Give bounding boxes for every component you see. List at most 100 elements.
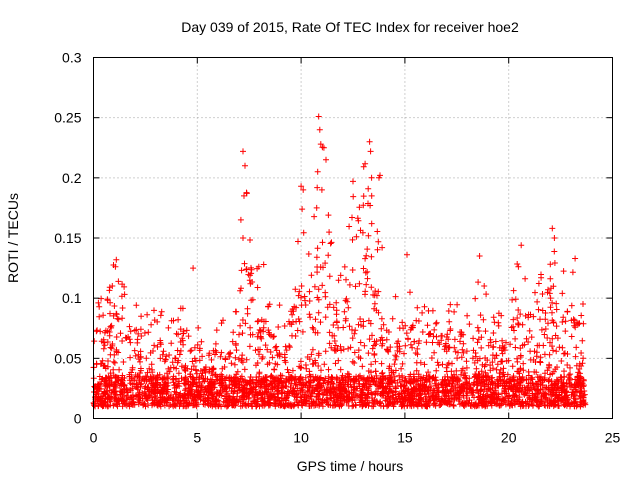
data-point <box>116 366 123 373</box>
data-point <box>309 324 316 331</box>
data-point <box>537 354 544 361</box>
data-point <box>452 390 459 397</box>
data-point <box>129 364 136 371</box>
data-point <box>577 382 584 389</box>
data-point <box>349 326 355 333</box>
data-point <box>349 267 356 273</box>
data-points <box>90 113 589 410</box>
data-point <box>247 280 254 287</box>
data-point <box>540 342 547 349</box>
data-point <box>562 318 569 325</box>
data-point <box>366 336 373 343</box>
plot-frame <box>93 57 613 419</box>
data-point <box>239 317 246 323</box>
data-point <box>356 392 363 399</box>
data-point <box>324 381 331 388</box>
data-point <box>402 394 409 401</box>
data-point <box>551 392 558 399</box>
data-point <box>454 381 461 388</box>
data-point <box>510 316 517 323</box>
data-point <box>485 342 492 349</box>
data-point <box>288 403 295 410</box>
data-point <box>321 377 328 384</box>
data-point <box>568 333 575 340</box>
data-point <box>176 383 183 390</box>
data-point <box>306 378 313 385</box>
data-point <box>550 368 557 375</box>
data-point <box>482 361 489 368</box>
data-point <box>515 263 522 270</box>
data-point <box>332 388 339 395</box>
data-point <box>454 378 461 385</box>
data-point <box>242 400 249 407</box>
data-point <box>193 387 200 394</box>
data-point <box>230 388 237 395</box>
data-point <box>299 328 306 335</box>
data-point <box>359 376 366 383</box>
data-point <box>132 352 139 359</box>
data-point <box>475 279 482 286</box>
data-point <box>344 396 351 403</box>
data-point <box>96 373 103 380</box>
data-point <box>546 351 553 358</box>
data-point <box>202 369 209 376</box>
data-point <box>422 403 429 409</box>
data-point <box>243 393 250 400</box>
data-point <box>362 269 369 276</box>
data-point <box>256 390 263 396</box>
data-point <box>337 272 344 279</box>
data-point <box>197 382 204 389</box>
data-point <box>496 370 503 377</box>
data-point <box>365 387 372 394</box>
data-point <box>438 332 445 339</box>
data-point <box>398 365 405 372</box>
data-point <box>388 367 395 374</box>
data-point <box>260 261 267 268</box>
data-point <box>151 307 157 314</box>
data-point <box>526 327 533 334</box>
data-point <box>517 376 524 383</box>
data-point <box>426 331 433 338</box>
data-point <box>375 309 382 316</box>
data-point <box>521 391 528 398</box>
data-point <box>432 382 439 389</box>
data-point <box>368 284 375 291</box>
data-point <box>463 385 470 392</box>
data-point <box>300 382 307 389</box>
data-point <box>91 338 98 345</box>
data-point <box>111 351 118 358</box>
data-point <box>362 160 369 167</box>
data-point <box>95 403 102 410</box>
data-point <box>328 344 335 351</box>
data-point <box>296 288 303 295</box>
data-point <box>309 390 316 397</box>
data-point <box>135 351 142 358</box>
data-point <box>574 321 581 328</box>
data-point <box>461 403 468 410</box>
data-point <box>346 223 353 230</box>
data-point <box>516 394 523 401</box>
data-point <box>165 380 172 386</box>
data-point <box>290 385 297 392</box>
data-point <box>446 318 453 325</box>
data-point <box>393 353 400 360</box>
data-point <box>458 367 465 374</box>
data-point <box>495 310 502 317</box>
data-point <box>560 314 567 321</box>
data-point <box>436 341 443 348</box>
data-point <box>182 380 189 387</box>
data-point <box>447 377 454 384</box>
data-point <box>577 398 584 405</box>
data-point <box>515 387 521 394</box>
data-point <box>94 327 101 334</box>
data-point <box>191 392 198 398</box>
data-point <box>316 400 322 407</box>
data-point <box>163 353 170 360</box>
data-point <box>303 400 310 407</box>
data-point <box>289 311 296 318</box>
data-point <box>544 367 551 374</box>
data-point <box>369 403 375 410</box>
data-point <box>313 254 320 261</box>
data-point <box>182 385 189 392</box>
data-point <box>296 379 303 386</box>
